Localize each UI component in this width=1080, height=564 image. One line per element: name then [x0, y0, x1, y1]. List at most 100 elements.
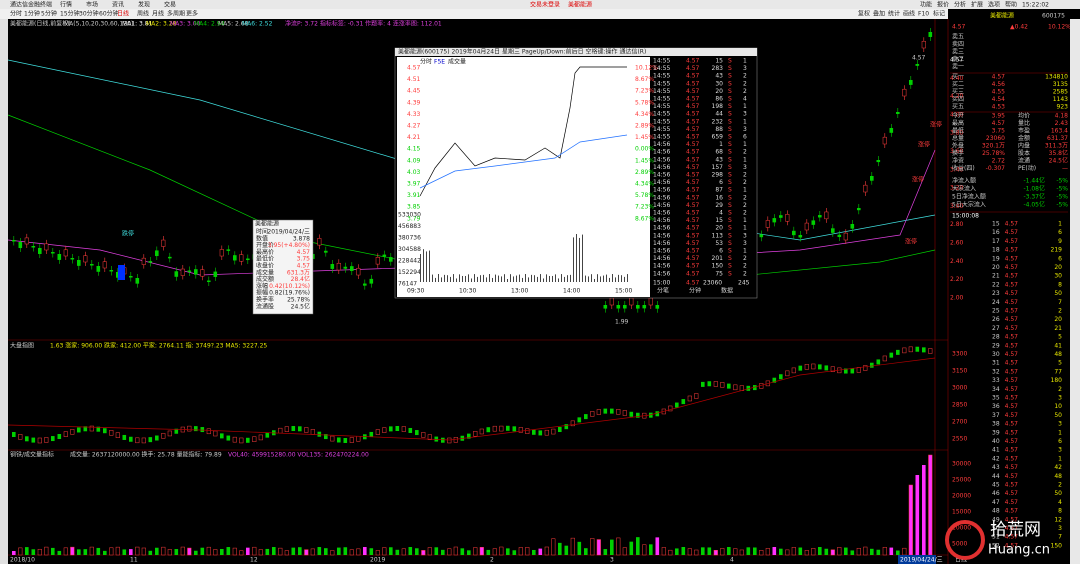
- volume-axis-label: 15000: [952, 509, 971, 516]
- menu-item[interactable]: 交易: [164, 0, 176, 8]
- popup-tab[interactable]: 成交量: [448, 58, 466, 66]
- index-candle: [753, 385, 757, 391]
- tick-cell: 4.57: [686, 149, 700, 156]
- volume-bar: [818, 547, 822, 555]
- index-candle: [395, 426, 400, 432]
- menu-item[interactable]: 报价: [937, 0, 949, 8]
- menu-item[interactable]: 发现: [138, 0, 150, 8]
- stat-cell: 3.95: [992, 113, 1006, 120]
- tick-cell: 4.57: [686, 126, 700, 133]
- index-candle: [532, 429, 536, 435]
- popup-tab[interactable]: F5E: [434, 59, 445, 66]
- index-candle: [564, 424, 569, 430]
- period-tab[interactable]: 15分钟: [60, 10, 80, 18]
- period-tab[interactable]: 多周期: [167, 10, 185, 18]
- index-candle: [298, 426, 302, 432]
- tick-index: 43: [992, 464, 1000, 471]
- volume-bar: [427, 547, 432, 556]
- intraday-vol: [624, 276, 625, 282]
- tick-cell: 3: [743, 240, 747, 247]
- candle: [200, 269, 205, 277]
- menu-item[interactable]: 帮助: [1005, 0, 1017, 8]
- tick-cell: S: [728, 263, 732, 270]
- logo: [945, 520, 985, 560]
- tick-price: 4.57: [1005, 464, 1019, 471]
- index-candle: [252, 436, 257, 442]
- marker: [118, 265, 125, 280]
- intraday-vol: [564, 276, 565, 282]
- candle: [772, 218, 777, 223]
- index-candle: [356, 436, 361, 442]
- period-tab[interactable]: 60分钟: [99, 10, 119, 18]
- intraday-vol: [498, 275, 499, 282]
- tick-cell: 1: [743, 103, 747, 110]
- period-tab[interactable]: 1分钟: [24, 10, 40, 18]
- intraday-vol: [606, 274, 607, 282]
- price-label: 4.15: [407, 146, 421, 153]
- index-candle: [830, 366, 835, 372]
- tool-button[interactable]: 画线: [903, 10, 915, 18]
- intraday-vol: [450, 276, 451, 282]
- tick-price: 4.57: [1005, 525, 1019, 532]
- candle: [824, 211, 829, 220]
- volume-bar: [824, 548, 829, 555]
- period-tab[interactable]: 周线: [137, 10, 149, 18]
- menu-item[interactable]: 扩展: [971, 0, 983, 8]
- tick-index: 38: [992, 421, 1000, 428]
- tool-button[interactable]: 统计: [888, 10, 900, 18]
- popup-tab[interactable]: 分笔: [657, 287, 669, 295]
- index-candle: [167, 430, 172, 437]
- tick-price: 4.57: [1005, 438, 1019, 445]
- period-tab[interactable]: 分时: [10, 10, 22, 18]
- tool-button[interactable]: 复权: [858, 10, 870, 18]
- stat-cell: PE(动): [1018, 165, 1036, 172]
- menu-item[interactable]: 资讯: [112, 0, 124, 8]
- tick-volume: 1: [1058, 429, 1062, 436]
- flow-pct: -5%: [1056, 178, 1068, 185]
- index-candle: [349, 437, 354, 443]
- bid-volume: 2585: [1053, 89, 1068, 96]
- tick-price: 4.57: [1005, 238, 1019, 245]
- menu-item[interactable]: 选项: [988, 0, 1000, 8]
- tick-volume: 21: [1054, 325, 1062, 332]
- popup-tab[interactable]: 分时: [420, 58, 432, 66]
- intraday-vol: [420, 254, 421, 282]
- tick-index: 46: [992, 490, 1000, 497]
- stat-cell: 24.5亿: [1049, 157, 1068, 165]
- candle: [369, 278, 374, 284]
- stat-cell: 3.75: [992, 128, 1006, 135]
- menu-item[interactable]: 功能: [920, 0, 932, 8]
- tick-cell: 14:55: [653, 58, 670, 65]
- period-tab[interactable]: 月线: [152, 10, 164, 18]
- tool-button[interactable]: 标记: [933, 10, 945, 18]
- period-tab[interactable]: 30分钟: [79, 10, 99, 18]
- menu-item[interactable]: 行情: [60, 0, 72, 8]
- volume-bar: [96, 547, 101, 555]
- candle: [648, 297, 653, 306]
- menu-item[interactable]: 分析: [954, 0, 966, 8]
- tick-cell: 6: [719, 179, 723, 186]
- tick-cell: 4.57: [686, 187, 700, 194]
- tick-cell: 198: [712, 103, 724, 110]
- popup-tab[interactable]: 数据: [721, 287, 733, 295]
- period-tab[interactable]: 更多: [186, 10, 198, 18]
- menu-item[interactable]: 市场: [86, 0, 98, 8]
- index-candle: [161, 433, 166, 439]
- volume-bar: [349, 549, 354, 556]
- intraday-vol: [516, 275, 517, 282]
- price-label: 4.39: [407, 99, 421, 106]
- volume-bar: [590, 538, 595, 556]
- tool-button[interactable]: 叠加: [873, 10, 885, 18]
- tick-cell: 4: [743, 96, 747, 103]
- volume-bar: [44, 546, 49, 556]
- popup-tab[interactable]: 分钟: [689, 287, 701, 295]
- price-label: 4.45: [407, 88, 421, 95]
- stat-cell: 股本: [1018, 149, 1030, 157]
- tool-button[interactable]: F10: [918, 11, 929, 18]
- tick-cell: 20: [715, 225, 723, 232]
- tick-cell: S: [728, 255, 732, 262]
- period-tab[interactable]: 5分钟: [41, 10, 57, 18]
- intraday-vol: [561, 274, 562, 282]
- period-tab[interactable]: 日线: [117, 10, 129, 18]
- volume-axis-label: 20000: [952, 493, 971, 500]
